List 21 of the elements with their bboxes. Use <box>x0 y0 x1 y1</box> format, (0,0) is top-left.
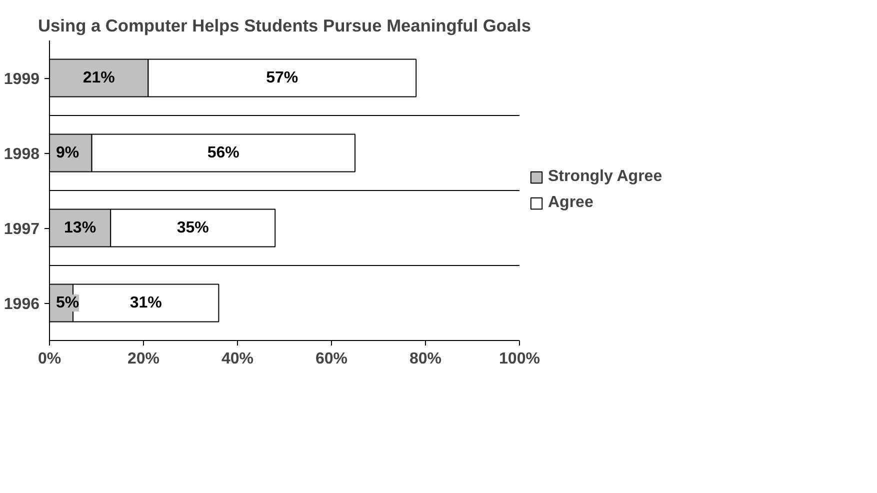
legend-label: Agree <box>548 194 594 212</box>
data-label: 31% <box>130 294 162 312</box>
x-tick-label: 100% <box>499 350 540 368</box>
data-label: 56% <box>207 144 240 162</box>
chart-title: Using a Computer Helps Students Pursue Meaningful Goals <box>38 16 531 36</box>
x-tick-label: 0% <box>38 350 62 368</box>
x-tick-label: 60% <box>315 350 348 368</box>
y-tick-label: 1999 <box>4 71 40 88</box>
x-tick-label: 40% <box>221 350 254 368</box>
x-tick-label: 20% <box>127 350 160 368</box>
data-label: 9% <box>56 144 80 162</box>
y-tick-label: 1996 <box>4 296 40 313</box>
legend-label: Strongly Agree <box>548 168 662 186</box>
data-label: 57% <box>266 70 298 86</box>
data-label: 35% <box>176 220 209 236</box>
data-label: 5% <box>56 294 80 312</box>
y-tick-label: 1998 <box>4 146 40 163</box>
x-tick-label: 80% <box>409 350 442 368</box>
data-label: 21% <box>82 70 115 86</box>
y-tick-label: 1997 <box>4 221 40 238</box>
data-label: 13% <box>64 220 96 236</box>
